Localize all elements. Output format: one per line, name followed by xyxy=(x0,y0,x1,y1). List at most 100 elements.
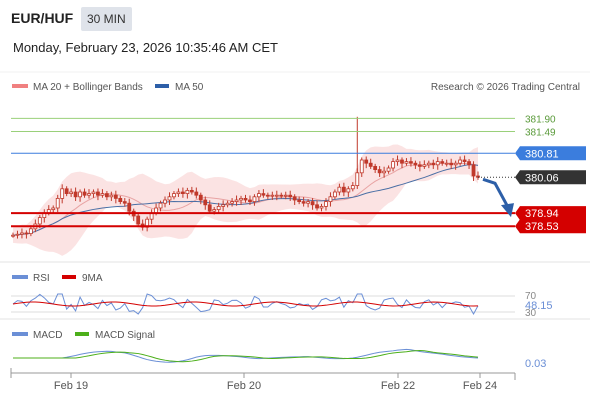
candle-body xyxy=(328,196,333,203)
current-price-label: 380.06 xyxy=(525,172,559,184)
candle-body xyxy=(324,201,328,207)
pivot-label-box xyxy=(515,146,586,161)
candle-body xyxy=(104,193,109,198)
candle-body xyxy=(37,217,42,225)
support-label-box xyxy=(515,219,586,234)
candle-body xyxy=(91,191,96,195)
candle-body xyxy=(216,205,221,210)
rsi-line xyxy=(12,293,479,316)
candle-body xyxy=(431,162,436,166)
candle-body xyxy=(467,161,471,166)
candle-body xyxy=(252,196,257,203)
candle-body xyxy=(113,194,118,199)
candle-body xyxy=(319,205,324,209)
candle-body xyxy=(355,172,360,187)
candle-body xyxy=(248,199,252,203)
candle-body xyxy=(185,189,190,194)
candle-body xyxy=(368,162,373,167)
candle-body xyxy=(297,199,302,203)
candle-body xyxy=(270,194,275,197)
candle-body xyxy=(306,201,310,204)
candle-body xyxy=(96,191,100,196)
macd-line xyxy=(13,348,479,363)
support-label: 378.94 xyxy=(525,208,559,220)
candle-body xyxy=(239,197,243,201)
resistance-label: 381.49 xyxy=(525,128,556,139)
candle-body xyxy=(20,232,24,235)
forecast-arrow xyxy=(482,177,510,208)
candle-body xyxy=(261,193,266,196)
pivot-label: 380.81 xyxy=(525,148,559,160)
candle-body xyxy=(395,159,400,163)
rsi-level-30: 30 xyxy=(525,308,537,319)
resistance-label: 381.90 xyxy=(525,114,556,125)
candle-body xyxy=(212,209,217,212)
rsi-legend-swatch xyxy=(12,275,28,279)
candle-body xyxy=(315,204,319,209)
x-tick-label: Feb 24 xyxy=(463,380,497,392)
candle-body xyxy=(11,234,15,237)
ma50-legend-swatch xyxy=(155,84,169,88)
candle-body xyxy=(243,197,248,201)
candle-body xyxy=(60,188,65,199)
candle-body xyxy=(283,194,288,197)
candle-body xyxy=(462,159,467,163)
current-price-box xyxy=(515,170,586,185)
x-tick-label: Feb 19 xyxy=(54,380,88,392)
candle-body xyxy=(87,193,91,196)
candle-body xyxy=(136,215,141,225)
candle-body xyxy=(73,191,78,198)
candle-body xyxy=(346,188,351,193)
candle-body xyxy=(181,191,185,195)
macd-value-label: 0.03 xyxy=(525,358,546,370)
candle-body xyxy=(373,165,378,170)
candle-body xyxy=(453,162,458,166)
candle-body xyxy=(404,161,409,164)
rsi-ma-legend-swatch xyxy=(62,275,76,279)
candle-body xyxy=(167,196,172,201)
candle-body xyxy=(337,186,342,193)
candle-body xyxy=(225,202,230,206)
candle-body xyxy=(292,196,297,201)
candle-body xyxy=(127,202,132,212)
candle-body xyxy=(301,201,306,204)
candle-body xyxy=(51,207,56,211)
ma50-legend-label: MA 50 xyxy=(175,82,204,93)
candle-body xyxy=(391,161,395,169)
credit-text: Research © 2026 Trading Central xyxy=(431,82,580,93)
macd-signal-legend-label: MACD Signal xyxy=(95,330,155,341)
candle-body xyxy=(409,161,413,164)
ma20-legend-swatch xyxy=(12,84,28,88)
candle-body xyxy=(471,164,476,177)
candle-body xyxy=(377,169,382,174)
ma20-legend-label: MA 20 + Bollinger Bands xyxy=(33,82,143,93)
rsi-level-70: 70 xyxy=(525,291,537,302)
x-tick-labels: Feb 19 Feb 20 Feb 22 Feb 24 xyxy=(54,373,497,392)
candle-body xyxy=(350,185,355,190)
candle-body xyxy=(172,193,176,198)
candle-body xyxy=(122,201,127,204)
support-label: 378.53 xyxy=(525,221,559,233)
candle-body xyxy=(435,161,440,166)
ma50-line xyxy=(12,164,479,236)
candle-body xyxy=(364,159,369,164)
candle-body xyxy=(189,189,194,193)
candle-body xyxy=(279,194,284,197)
candle-body xyxy=(382,170,387,174)
candle-body xyxy=(458,159,463,164)
candle-body xyxy=(417,164,422,167)
chart-datetime: Monday, February 23, 2026 10:35:46 AM CE… xyxy=(13,40,278,55)
candle-body xyxy=(333,191,337,198)
timeframe-button[interactable]: 30 MIN xyxy=(81,7,132,31)
candle-body xyxy=(413,162,418,166)
candle-body xyxy=(341,186,346,193)
candle-body xyxy=(426,162,431,166)
candle-body xyxy=(154,207,158,214)
macd-legend-label: MACD xyxy=(33,330,62,341)
candle-body xyxy=(221,204,226,207)
candle-body xyxy=(359,159,364,174)
candle-body xyxy=(78,191,82,198)
candle-body xyxy=(64,188,69,195)
